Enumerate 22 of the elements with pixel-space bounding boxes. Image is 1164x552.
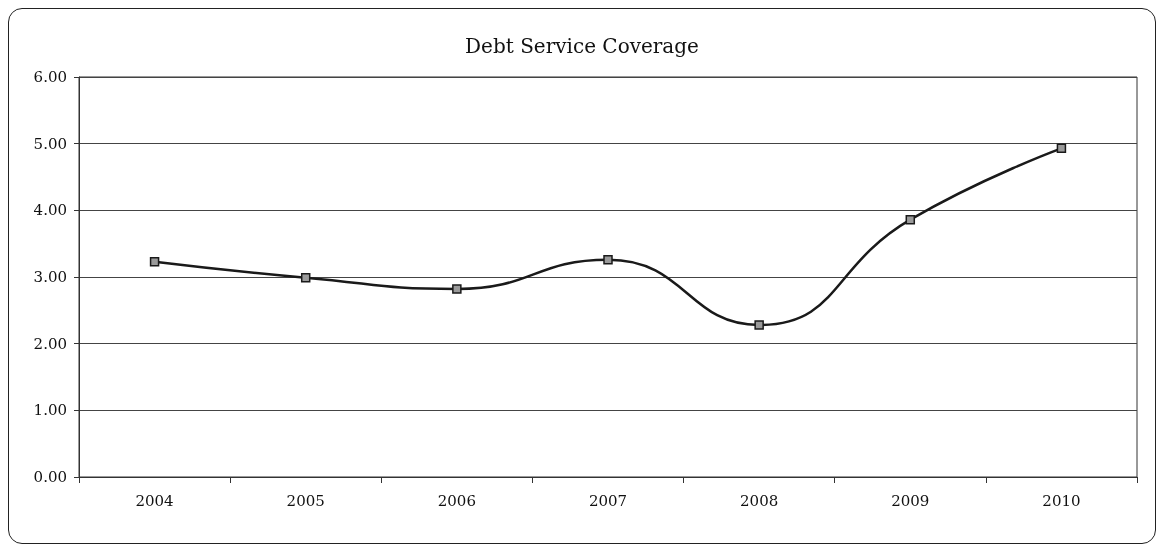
point — [603, 254, 613, 265]
chart-title: Debt Service Coverage — [465, 34, 699, 58]
x-tick-label: 2010 — [1042, 491, 1081, 510]
y-tick-label: 0.00 — [33, 468, 67, 486]
x-tick-label: 2007 — [588, 491, 628, 510]
point — [300, 272, 311, 283]
point — [149, 256, 160, 267]
point — [905, 214, 916, 225]
point — [452, 284, 462, 294]
y-tick-label: 5.00 — [33, 134, 67, 153]
y-tick-label: 1.00 — [33, 401, 67, 420]
x-tick-label: 2008 — [740, 491, 779, 510]
y-tick-label: 2.00 — [33, 334, 67, 353]
point — [1056, 143, 1067, 154]
x-tick-label: 2005 — [286, 491, 325, 510]
y-tick-label: 6.00 — [33, 68, 67, 86]
y-tick-label: 4.00 — [33, 201, 67, 220]
point — [754, 320, 764, 330]
x-tick-label: 2009 — [891, 491, 930, 510]
x-tick-label: 2004 — [135, 491, 174, 510]
x-tick-label: 2006 — [437, 491, 476, 510]
y-tick-label: 3.00 — [33, 268, 67, 286]
